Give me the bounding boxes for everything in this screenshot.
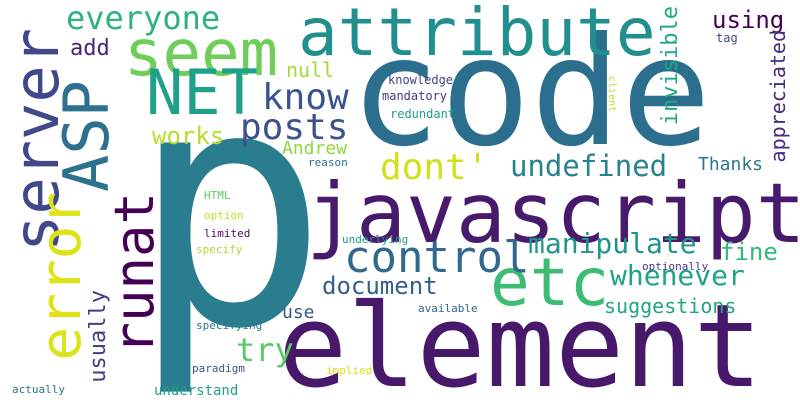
word-seem: seem bbox=[124, 17, 279, 91]
word-tag: tag bbox=[716, 31, 738, 45]
word-javascript: javascript bbox=[306, 165, 800, 262]
word-usually: usually bbox=[86, 290, 111, 383]
word-html: HTML bbox=[204, 189, 231, 202]
word-client: client bbox=[606, 76, 617, 113]
word-everyone: everyone bbox=[66, 0, 221, 37]
word-fine: fine bbox=[720, 238, 778, 266]
word-using: using bbox=[712, 6, 785, 34]
word-works: works bbox=[152, 122, 225, 150]
word-etc: etc bbox=[490, 244, 610, 321]
word-implied: implied bbox=[326, 364, 373, 377]
word-null: null bbox=[286, 58, 335, 82]
word-manipulate: manipulate bbox=[528, 227, 697, 260]
word-asp: ASP bbox=[50, 80, 123, 192]
word-limited: limited bbox=[204, 227, 251, 240]
word-actually: actually bbox=[12, 383, 65, 396]
word-undefined: undefined bbox=[510, 149, 668, 183]
word-attribute: attribute bbox=[298, 0, 656, 71]
word-available: available bbox=[418, 302, 478, 315]
word-optionally: optionally bbox=[642, 260, 709, 273]
word-redundant: redundant bbox=[390, 107, 456, 121]
word-whenever: whenever bbox=[610, 259, 745, 292]
word-posts: posts bbox=[240, 107, 349, 148]
word-knowledge: knowledge bbox=[388, 73, 454, 87]
word-understand: understand bbox=[154, 383, 239, 399]
word-thanks: Thanks bbox=[698, 154, 764, 175]
word-invisible: invisible bbox=[658, 6, 683, 126]
word-error: error bbox=[29, 192, 94, 361]
word-p: p bbox=[130, 17, 329, 400]
word-specifying: specifying bbox=[196, 319, 263, 332]
word-specify: specify bbox=[196, 243, 243, 256]
word-code: code bbox=[350, 6, 712, 180]
word-runat: runat bbox=[103, 192, 166, 355]
word-try: try bbox=[236, 331, 294, 369]
word-appreciated: appreciated bbox=[766, 30, 790, 163]
word-document: document bbox=[322, 272, 438, 300]
word-control: control bbox=[344, 232, 530, 283]
word-andrew: Andrew bbox=[282, 138, 348, 159]
word-dont: dont' bbox=[380, 147, 489, 188]
word-suggestions: suggestions bbox=[604, 294, 737, 318]
word-paradigm: paradigm bbox=[192, 362, 245, 375]
word-reason: reason bbox=[308, 156, 348, 169]
word-option: option bbox=[204, 209, 244, 222]
word-net: NET bbox=[146, 56, 258, 129]
word-add: add bbox=[70, 36, 110, 61]
word-element: element bbox=[278, 280, 763, 400]
word-mandatory: mandatory bbox=[382, 89, 448, 103]
word-underlying: underlying bbox=[342, 233, 409, 246]
word-know: know bbox=[262, 77, 349, 118]
word-use: use bbox=[282, 302, 315, 323]
